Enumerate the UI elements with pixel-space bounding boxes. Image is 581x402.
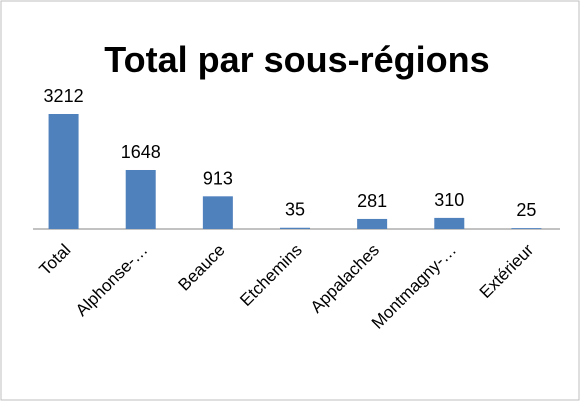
bar: [125, 169, 156, 229]
data-label: 25: [516, 200, 536, 220]
bar: [48, 114, 79, 229]
data-label: 310: [434, 190, 464, 210]
data-label: 1648: [121, 142, 161, 162]
bar: [280, 227, 310, 229]
bar: [511, 228, 542, 229]
data-label: 281: [357, 191, 387, 211]
chart-title: Total par sous-régions: [104, 39, 489, 80]
data-label: 913: [203, 168, 233, 188]
bar: [202, 196, 233, 229]
data-label: 35: [285, 200, 305, 220]
data-label: 3212: [44, 86, 84, 106]
bar: [434, 217, 465, 229]
bar: [357, 218, 388, 229]
